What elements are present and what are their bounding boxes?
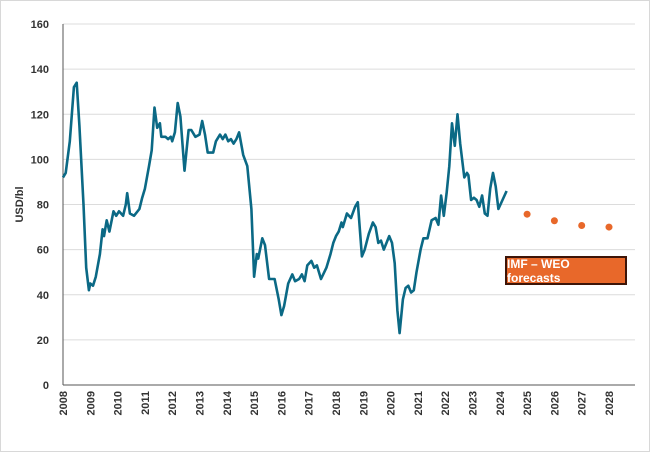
x-tick-label: 2023: [468, 391, 480, 415]
historical-price-line: [61, 81, 508, 335]
forecast-point: [523, 210, 531, 218]
x-tick-label: 2009: [85, 391, 97, 415]
x-tick-label: 2025: [522, 391, 534, 415]
x-tick-label: 2010: [113, 391, 125, 415]
x-tick-label: 2015: [249, 391, 261, 415]
y-tick-label: 0: [43, 380, 49, 392]
y-tick-label: 160: [31, 19, 49, 31]
x-tick-label: 2028: [604, 391, 616, 415]
y-tick-label: 100: [31, 154, 49, 166]
x-tick-label: 2017: [304, 391, 316, 415]
x-tick-label: 2019: [358, 391, 370, 415]
x-tick-label: 2008: [58, 391, 70, 415]
forecast-point: [605, 223, 613, 231]
x-tick-label: 2016: [276, 391, 288, 415]
y-tick-label: 20: [37, 335, 49, 347]
y-tick-label: 60: [37, 245, 49, 257]
x-tick-label: 2021: [413, 391, 425, 415]
x-tick-label: 2026: [549, 391, 561, 415]
x-tick-label: 2014: [222, 390, 234, 415]
x-tick-label: 2027: [577, 391, 589, 415]
y-tick-label: 40: [37, 290, 49, 302]
x-tick-label: 2018: [331, 391, 343, 415]
forecast-annotation-box: IMF – WEO forecasts: [505, 256, 627, 285]
y-tick-label: 140: [31, 64, 49, 76]
x-tick-label: 2011: [140, 391, 152, 415]
y-tick-label: 120: [31, 109, 49, 121]
x-tick-label: 2022: [440, 391, 452, 415]
x-tick-label: 2024: [495, 390, 507, 415]
x-tick-label: 2020: [386, 391, 398, 415]
forecast-point: [578, 221, 586, 229]
x-tick-label: 2012: [167, 391, 179, 415]
y-tick-label: 80: [37, 200, 49, 212]
forecast-point: [550, 217, 558, 225]
x-tick-label: 2013: [195, 391, 207, 415]
y-axis-label: USD/bl: [14, 186, 26, 222]
forecast-annotation-label: IMF – WEO forecasts: [507, 256, 570, 285]
